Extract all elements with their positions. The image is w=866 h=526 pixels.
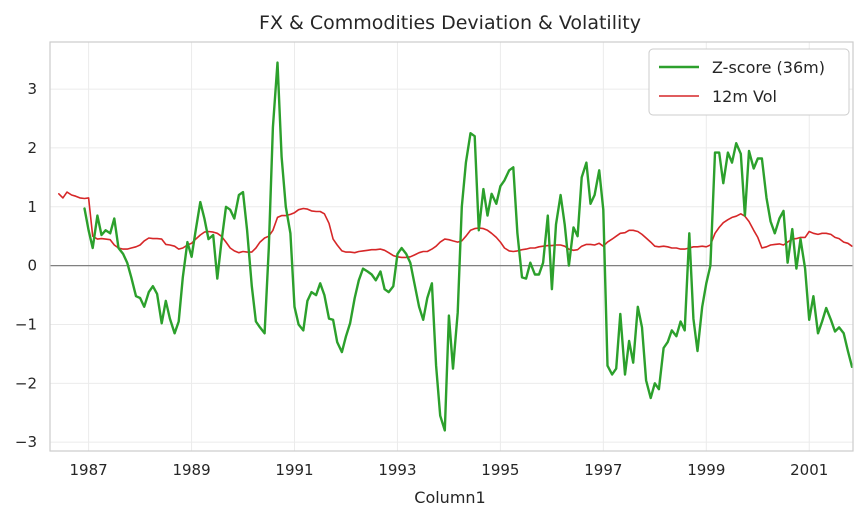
series-line-zscore: [83, 61, 854, 432]
x-tick-label: 1991: [275, 461, 313, 479]
chart-title: FX & Commodities Deviation & Volatility: [259, 12, 641, 34]
y-tick-label: −3: [15, 433, 37, 451]
y-tick-labels: −3 −2 −1 0 1 2 3: [15, 80, 37, 451]
series-line-vol: [58, 191, 853, 259]
x-axis-label: Column1: [414, 488, 485, 507]
x-tick-labels: 1987 1989 1991 1993 1995 1997 1999 2001: [70, 461, 829, 479]
x-tick-label: 1995: [481, 461, 519, 479]
plot-frame: [49, 41, 854, 452]
legend-label-zscore: Z-score (36m): [712, 58, 825, 77]
x-tick-label: 1997: [584, 461, 622, 479]
x-tick-label: 1987: [70, 461, 108, 479]
series-layer: [58, 61, 854, 432]
legend-box: [648, 48, 850, 116]
x-tick-label: 1999: [687, 461, 725, 479]
y-tick-label: −1: [15, 315, 37, 333]
y-tick-label: −2: [15, 374, 37, 392]
legend: Z-score (36m) 12m Vol: [648, 48, 850, 116]
y-tick-label: 2: [27, 139, 37, 157]
y-tick-label: 0: [27, 257, 37, 275]
x-tick-label: 1993: [378, 461, 416, 479]
x-tick-label: 2001: [790, 461, 828, 479]
x-tick-label: 1989: [172, 461, 210, 479]
legend-label-vol: 12m Vol: [712, 87, 777, 106]
y-tick-label: 3: [27, 80, 37, 98]
y-tick-label: 1: [27, 198, 37, 216]
